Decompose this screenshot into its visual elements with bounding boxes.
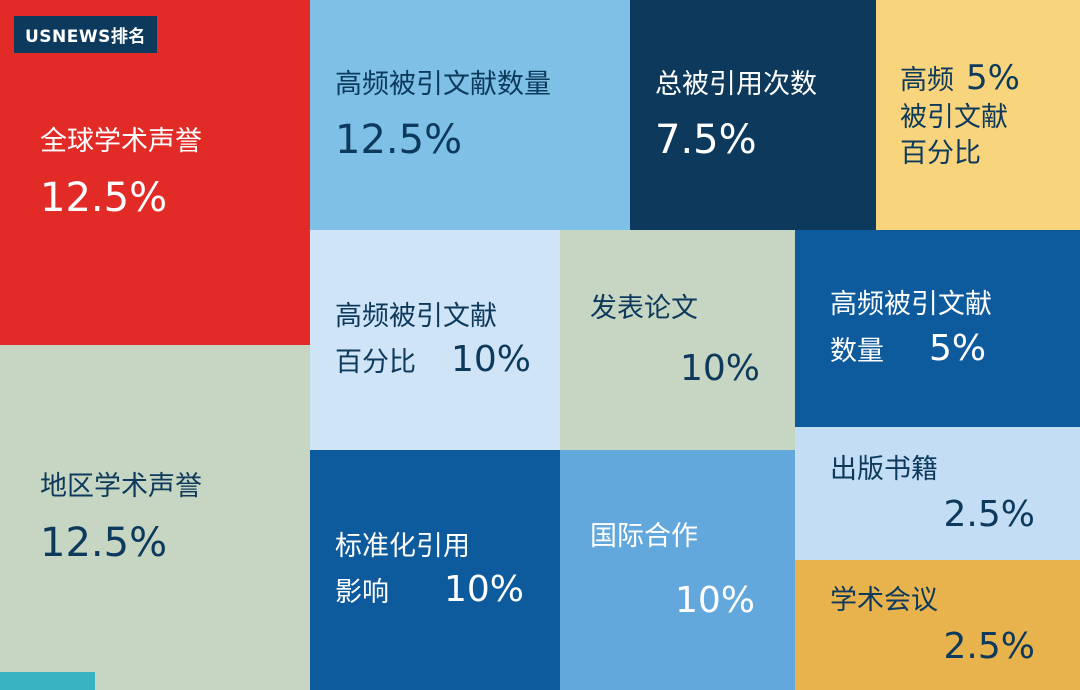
block-label: 标准化引用	[335, 530, 470, 562]
block-label: 高频	[900, 65, 954, 97]
block-label: 国际合作	[590, 521, 698, 553]
block-value: 10%	[679, 347, 760, 389]
badge-text: USNEWS排名	[25, 27, 146, 47]
block-value: 7.5%	[655, 117, 757, 164]
usnews-badge: USNEWS排名	[14, 16, 157, 53]
treemap-block-normalized-citation-impact: 标准化引用 影响 10%	[310, 450, 560, 690]
block-value: 10%	[674, 579, 755, 621]
block-label: 影响	[335, 577, 389, 608]
treemap-block-conferences: 学术会议 2.5%	[795, 560, 1080, 690]
block-label: 出版书籍	[830, 453, 938, 485]
block-label: 总被引用次数	[655, 68, 817, 100]
block-label: 地区学术声誉	[40, 471, 202, 503]
treemap-block-international-collaboration: 国际合作 10%	[560, 450, 795, 690]
treemap-block-total-citations: 总被引用次数 7.5%	[630, 0, 876, 230]
treemap-block-highly-cited-papers-count-12-5: 高频被引文献数量 12.5%	[310, 0, 630, 230]
block-label: 百分比	[335, 347, 416, 378]
block-label-row: 影响 10%	[335, 567, 560, 614]
block-value: 2.5%	[943, 625, 1035, 667]
block-label: 高频被引文献数量	[335, 68, 551, 100]
block-label: 发表论文	[590, 293, 698, 325]
block-value: 10%	[444, 569, 525, 610]
block-label: 高频被引文献	[335, 300, 497, 332]
block-value: 5%	[929, 327, 987, 369]
block-value: 12.5%	[335, 117, 463, 164]
block-value: 5%	[966, 58, 1020, 99]
block-label: 百分比	[900, 138, 981, 170]
block-label-row: 高频 5%	[900, 57, 1080, 100]
block-label-row: 百分比 10%	[335, 337, 560, 384]
block-value: 2.5%	[943, 494, 1035, 536]
block-label: 学术会议	[830, 585, 938, 617]
block-value: 12.5%	[40, 519, 168, 566]
block-label: 数量	[830, 335, 884, 367]
block-value: 10%	[451, 339, 532, 380]
block-value: 12.5%	[40, 174, 168, 221]
treemap-block-publications: 发表论文 10%	[560, 230, 795, 450]
treemap-block-highly-cited-papers-percent-5: 高频 5% 被引文献 百分比	[876, 0, 1080, 230]
treemap-block-global-academic-reputation: 全球学术声誉 12.5%	[0, 0, 310, 345]
treemap-block-highly-cited-papers-percent-10: 高频被引文献 百分比 10%	[310, 230, 560, 450]
treemap-block-highly-cited-papers-count-5: 高频被引文献 数量 5%	[795, 230, 1080, 427]
treemap-block-regional-academic-reputation: 地区学术声誉 12.5%	[0, 345, 310, 690]
block-label: 被引文献	[900, 101, 1008, 133]
teal-accent-bar	[0, 672, 95, 690]
block-label: 高频被引文献	[830, 289, 992, 320]
block-label: 全球学术声誉	[40, 126, 202, 158]
block-label-row: 数量 5%	[830, 326, 1080, 373]
treemap-block-books: 出版书籍 2.5%	[795, 427, 1080, 560]
